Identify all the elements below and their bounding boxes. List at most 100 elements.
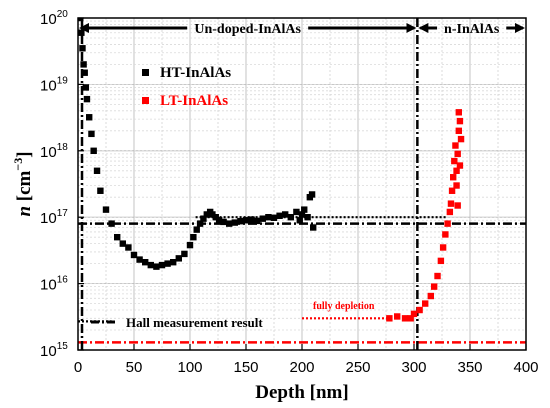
data-point bbox=[422, 300, 429, 307]
region-label: Un-doped-InAlAs bbox=[194, 22, 301, 37]
data-point bbox=[164, 260, 171, 267]
y-axis-label-unit-close: ] bbox=[14, 151, 35, 157]
x-tick-label: 0 bbox=[74, 359, 82, 376]
data-point bbox=[203, 211, 210, 218]
data-point bbox=[158, 261, 166, 269]
data-point bbox=[437, 257, 445, 265]
data-point bbox=[386, 315, 393, 322]
data-point bbox=[190, 233, 197, 241]
data-point bbox=[186, 241, 194, 249]
data-point bbox=[301, 206, 308, 213]
data-point bbox=[248, 216, 255, 223]
data-point bbox=[78, 29, 85, 36]
y-tick-label: 1015 bbox=[40, 341, 68, 360]
data-point bbox=[209, 211, 216, 218]
legend-marker-ht bbox=[142, 69, 149, 76]
data-point bbox=[88, 130, 95, 138]
x-tick-label: 200 bbox=[289, 359, 314, 376]
x-tick-label: 150 bbox=[233, 359, 258, 376]
annotation-hall-text: Hall measurement result bbox=[126, 315, 263, 330]
y-axis-ticks: 1015 1016 1017 1018 1019 1020 bbox=[40, 9, 84, 360]
x-tick-label: 350 bbox=[457, 359, 482, 376]
data-point bbox=[86, 114, 93, 121]
data-point bbox=[81, 69, 88, 76]
data-point bbox=[416, 306, 423, 314]
data-point bbox=[97, 187, 104, 194]
data-point bbox=[455, 127, 462, 135]
data-point bbox=[454, 202, 461, 209]
data-point bbox=[196, 220, 204, 227]
data-point bbox=[282, 211, 289, 218]
data-point bbox=[276, 212, 283, 219]
data-point bbox=[175, 255, 182, 262]
data-point bbox=[125, 244, 132, 251]
data-point bbox=[142, 259, 149, 266]
data-point bbox=[136, 256, 143, 263]
data-point bbox=[153, 263, 160, 270]
data-point bbox=[259, 215, 266, 222]
data-point bbox=[310, 224, 317, 231]
data-point bbox=[80, 61, 87, 68]
data-point bbox=[453, 167, 460, 174]
y-tick-label: 1019 bbox=[40, 75, 68, 94]
y-axis-label-unit: [cm bbox=[14, 170, 35, 206]
data-point bbox=[200, 215, 207, 222]
data-point bbox=[447, 200, 455, 207]
x-tick-label: 400 bbox=[513, 359, 538, 376]
y-axis-label-symbol: n bbox=[14, 206, 35, 217]
x-axis-ticks: 0 50 100 150 200 250 300 350 400 bbox=[74, 344, 539, 376]
y-axis-label-unit-exp: −3 bbox=[11, 158, 25, 171]
data-point bbox=[270, 214, 278, 221]
data-point bbox=[457, 135, 465, 143]
grid bbox=[78, 18, 526, 350]
data-point bbox=[265, 214, 272, 221]
x-tick-label: 300 bbox=[401, 359, 426, 376]
y-tick-label: 1016 bbox=[40, 275, 68, 294]
data-point bbox=[242, 217, 250, 224]
data-point bbox=[456, 162, 464, 169]
data-point bbox=[430, 283, 438, 290]
y-tick-label: 1018 bbox=[40, 142, 68, 161]
x-tick-label: 100 bbox=[177, 359, 202, 376]
legend-marker-lt bbox=[142, 97, 149, 104]
data-point bbox=[130, 251, 138, 259]
data-point bbox=[93, 167, 101, 174]
data-point bbox=[442, 231, 449, 238]
x-tick-label: 250 bbox=[345, 359, 370, 376]
data-point bbox=[114, 233, 121, 241]
data-point bbox=[287, 214, 294, 221]
data-point bbox=[83, 95, 91, 103]
data-point bbox=[231, 219, 238, 226]
data-point bbox=[82, 84, 90, 91]
region-arrows: Un-doped-InAlAs n-InAlAs bbox=[79, 22, 525, 37]
annotation-hall: Hall measurement result bbox=[91, 315, 263, 330]
data-point bbox=[293, 208, 300, 216]
series-lt-inalas bbox=[386, 109, 465, 322]
data-point bbox=[254, 217, 261, 225]
region-label: n-InAlAs bbox=[444, 22, 500, 37]
data-point bbox=[427, 292, 434, 300]
data-point bbox=[451, 157, 458, 165]
data-point bbox=[181, 250, 188, 258]
data-point bbox=[212, 214, 219, 221]
data-point bbox=[298, 211, 306, 218]
legend: HT-InAlAs LT-InAlAs bbox=[142, 65, 231, 109]
data-point bbox=[193, 226, 200, 233]
data-point bbox=[90, 147, 97, 154]
data-point bbox=[410, 310, 418, 318]
x-tick-label: 50 bbox=[126, 359, 143, 376]
data-point bbox=[119, 240, 126, 247]
legend-label-ht: HT-InAlAs bbox=[160, 65, 231, 81]
data-point bbox=[304, 214, 311, 221]
data-point bbox=[215, 217, 223, 224]
data-point bbox=[147, 261, 154, 269]
data-point bbox=[407, 315, 414, 322]
data-point bbox=[434, 272, 441, 280]
data-point bbox=[108, 220, 115, 227]
data-point bbox=[170, 259, 177, 266]
data-point bbox=[226, 220, 233, 227]
x-axis-label: Depth [nm] bbox=[255, 382, 348, 403]
data-point bbox=[220, 218, 227, 226]
data-point bbox=[439, 244, 447, 251]
